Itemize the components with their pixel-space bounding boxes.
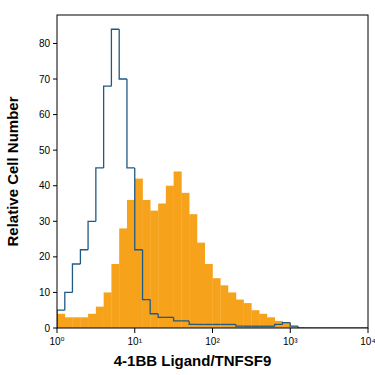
histogram-bar [135, 179, 143, 328]
histogram-bar [181, 193, 189, 328]
x-tick [290, 328, 291, 333]
histogram-step [158, 314, 166, 318]
histogram-bar [166, 186, 174, 328]
y-tick-label: 20 [39, 251, 51, 262]
plot-area [57, 29, 368, 328]
histogram-bar [282, 323, 290, 328]
histogram-step [228, 324, 236, 325]
histogram-step [143, 250, 151, 300]
histogram-bar [88, 314, 96, 328]
y-tick-label: 0 [44, 323, 50, 334]
histogram-step [135, 168, 143, 250]
y-tick [53, 43, 57, 44]
histogram-step [267, 326, 275, 327]
histogram-bar [189, 214, 197, 328]
histogram-step [88, 221, 96, 249]
histogram-step [181, 320, 189, 321]
histogram-step [57, 310, 65, 328]
histogram-bar [267, 317, 275, 328]
series-1 [57, 172, 298, 329]
histogram-bar [213, 278, 221, 328]
histogram-step [104, 86, 112, 168]
y-tick [53, 185, 57, 186]
x-tick [134, 328, 135, 333]
series-0 [57, 29, 368, 328]
y-tick [53, 150, 57, 151]
x-tick-label: 10³ [283, 336, 298, 347]
x-tick-label: 10² [205, 336, 220, 347]
histogram-step [197, 324, 205, 325]
histogram-step [205, 324, 213, 325]
y-tick [53, 328, 57, 329]
y-tick [53, 114, 57, 115]
histogram-bar [111, 264, 119, 328]
x-axis-title: 4-1BB Ligand/TNFSF9 [114, 352, 272, 369]
histogram-bar [197, 243, 205, 328]
histogram-bar [119, 228, 127, 328]
histogram-step [244, 326, 252, 327]
x-tick [212, 328, 213, 333]
y-tick [53, 256, 57, 257]
histogram-step [290, 323, 298, 327]
histogram-bar [244, 303, 252, 328]
chart: 0 10 20 30 40 50 60 70 80 10⁰ 10¹ 10² 10³ 10⁴ 4-1BB Li… [0, 0, 375, 375]
histogram-step [166, 317, 174, 318]
histogram-step [127, 79, 135, 168]
y-tick [53, 221, 57, 222]
y-tick-label: 50 [39, 145, 51, 156]
histogram-step [189, 321, 197, 325]
x-tick-label: 10⁴ [360, 336, 375, 347]
histogram-bar [150, 211, 158, 328]
y-tick-label: 10 [39, 287, 51, 298]
histogram-bar [57, 314, 65, 328]
histogram-step [282, 323, 290, 325]
histogram-bar [104, 292, 112, 328]
histogram-bar [275, 321, 283, 328]
x-tick-label: 10¹ [128, 336, 143, 347]
histogram-step [174, 317, 182, 321]
y-tick-label: 30 [39, 216, 51, 227]
histogram-step [111, 29, 119, 86]
histogram-bar [251, 310, 259, 328]
histogram-bar [72, 317, 80, 328]
histogram-bar [228, 292, 236, 328]
histogram-bar [143, 200, 151, 328]
histogram-step [251, 326, 259, 327]
histogram-bar [65, 317, 73, 328]
histogram-bar [174, 172, 182, 329]
histogram-bar [80, 317, 88, 328]
y-tick-label: 60 [39, 109, 51, 120]
y-tick-label: 70 [39, 74, 51, 85]
histogram-bar [220, 285, 228, 328]
histogram-step [96, 168, 104, 221]
histogram-step [119, 29, 127, 79]
y-tick-label: 80 [39, 38, 51, 49]
plot-frame [57, 15, 368, 328]
histogram-bar [96, 307, 104, 328]
histogram-bar [158, 204, 166, 328]
y-axis-title: Relative Cell Number [4, 96, 21, 246]
histogram-step [80, 250, 88, 264]
x-tick-label: 10⁰ [49, 336, 64, 347]
y-tick [53, 79, 57, 80]
histogram-step [236, 324, 244, 326]
y-tick-label: 40 [39, 180, 51, 191]
histogram-step [213, 324, 221, 325]
y-tick [53, 292, 57, 293]
x-tick [57, 328, 58, 333]
histogram-step [72, 264, 80, 292]
histogram-bar [259, 314, 267, 328]
histogram-step [220, 324, 228, 325]
histogram-step [259, 326, 267, 327]
histogram-step [65, 292, 73, 310]
chart-container: 0 10 20 30 40 50 60 70 80 10⁰ 10¹ 10² 10³ 10⁴ 4-1BB Li… [0, 0, 375, 375]
histogram-step [150, 300, 158, 314]
histogram-step [275, 324, 283, 326]
histogram-bar [127, 200, 135, 328]
histogram-bar [205, 264, 213, 328]
histogram-bar [236, 300, 244, 328]
x-tick [368, 328, 369, 333]
